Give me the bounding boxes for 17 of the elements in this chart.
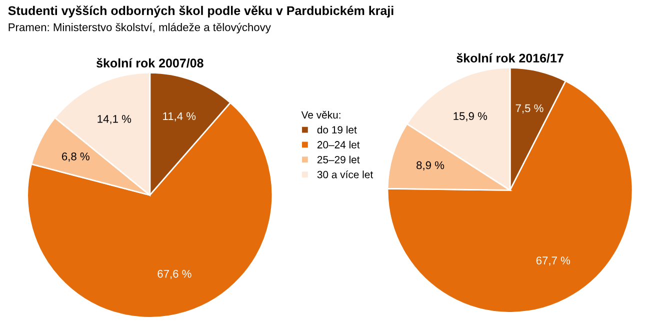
text: Pramen: Ministerstvo školství, mládeže a tělovýchovy (8, 22, 271, 34)
chart-title: školní rok 2016/17 (456, 53, 564, 63)
legend-label: 30 a více let (317, 170, 374, 178)
data-label: 14,1 % (98, 115, 132, 124)
data-label: 7,5 % (516, 104, 544, 114)
legend-label: 25–29 let (317, 156, 360, 164)
legend-label: do 19 let (317, 126, 357, 134)
data-label: 15,9 % (454, 112, 488, 122)
text: Studenti vyšších odborných škol podle věku v Pardubickém kraji (8, 6, 394, 18)
data-label: 8,9 % (416, 161, 444, 170)
data-label: 67,6 % (158, 270, 192, 280)
data-label: 67,7 % (536, 256, 570, 266)
data-label: 11,4 % (163, 112, 196, 122)
data-label: 6,8 % (62, 152, 90, 162)
legend-label: 20–24 let (317, 140, 360, 148)
chart-title: školní rok 2007/08 (96, 58, 204, 68)
legend-title: Ve věku: (301, 110, 340, 119)
